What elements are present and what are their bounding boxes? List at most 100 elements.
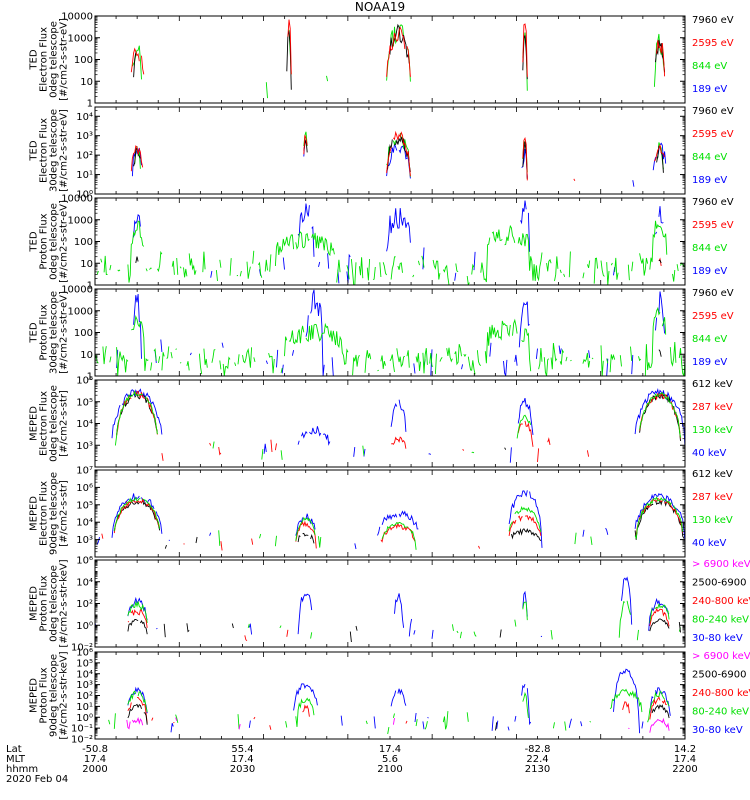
legend-entry: 30-80 keV xyxy=(692,633,743,644)
y-tick-label: 10² xyxy=(76,599,93,610)
legend-entry: 240-800 keV xyxy=(692,596,750,607)
y-tick-label: 10⁴ xyxy=(76,419,93,430)
legend-entry: 2500-6900 xyxy=(692,670,747,681)
legend-entry: 844 eV xyxy=(692,243,727,254)
series-green xyxy=(96,220,685,285)
y-tick-label: 10⁰ xyxy=(76,713,93,724)
legend-entry: 2500-6900 xyxy=(692,578,747,589)
series-black xyxy=(113,499,685,549)
plot-frame xyxy=(94,15,686,104)
footer-label-lat: Lat xyxy=(6,744,22,755)
footer-time: 2130 xyxy=(525,764,550,775)
legend-entry: 844 eV xyxy=(692,152,727,163)
footer-mlt: 5.6 xyxy=(382,754,398,765)
y-tick-label: 10⁻² xyxy=(71,643,93,654)
legend-entry: 612 keV xyxy=(692,379,733,390)
y-axis-label: TEDElectron Flux0deg telescope[#/cm2-s-s… xyxy=(29,18,70,101)
footer-lat: -82.8 xyxy=(525,744,551,755)
legend-entry: 189 eV xyxy=(692,357,727,368)
panel-5: 10³ 10⁴ 10⁵ 10⁶ MEPEDElectron Flux0deg teles… xyxy=(29,376,733,468)
y-axis-label: MEPEDProton Flux90deg telescope[#/cm2-s-… xyxy=(29,651,70,739)
legend-entry: 189 eV xyxy=(692,266,727,277)
series-blue xyxy=(95,578,681,639)
plot-frame xyxy=(94,197,686,286)
y-tick-label: 10⁴ xyxy=(76,518,93,529)
figure-title: NOAA19 xyxy=(355,0,405,14)
y-tick-label: 10⁶ xyxy=(76,556,93,567)
y-tick-label: 10 xyxy=(80,350,93,361)
y-tick-label: 10³ xyxy=(76,680,93,691)
series-magenta xyxy=(127,718,680,733)
y-tick-label: 10 xyxy=(80,77,93,88)
y-tick-label: 1000 xyxy=(68,33,93,44)
legend-entry: 2595 eV xyxy=(692,311,734,322)
legend-entry: > 6900 keV xyxy=(692,559,750,570)
series-black xyxy=(117,393,684,458)
y-tick-label: 10⁴ xyxy=(76,577,93,588)
y-tick-label: 10⁵ xyxy=(76,500,93,511)
footer-lat: 55.4 xyxy=(231,744,253,755)
y-axis-label: TEDElectron Flux30deg telescope[#/cm2-s-… xyxy=(29,109,70,192)
panel-6: 10³ 10⁴ 10⁵ 10⁶ 10⁷ MEPEDElectron Flux90deg t… xyxy=(29,466,733,558)
y-axis-label: TEDProton Flux0deg telescope[#/cm2-s-str… xyxy=(29,200,70,283)
legend-entry: 40 keV xyxy=(692,538,726,549)
y-tick-label: 10³ xyxy=(76,131,93,142)
legend-entry: 130 keV xyxy=(692,515,733,526)
y-tick-label: 10⁷ xyxy=(76,466,93,477)
y-tick-label: 10⁵ xyxy=(76,397,93,408)
legend-entry: 40 keV xyxy=(692,448,726,459)
y-axis-label: MEPEDProton Flux0deg telescope[#/cm2-s-s… xyxy=(29,559,70,647)
y-tick-label: 1000 xyxy=(68,306,93,317)
y-tick-label: 10¹ xyxy=(76,702,93,713)
series-green xyxy=(95,306,685,376)
series-blue xyxy=(131,140,667,187)
series-black xyxy=(127,618,681,643)
series-black xyxy=(128,704,685,730)
y-tick-label: 10000 xyxy=(61,194,93,205)
series-green xyxy=(127,600,681,641)
y-tick-label: 10³ xyxy=(76,535,93,546)
series-green xyxy=(132,25,680,98)
y-tick-label: 10⁴ xyxy=(76,669,93,680)
footer-mlt: 22.4 xyxy=(526,754,548,765)
series-black xyxy=(658,349,662,357)
y-tick-label: 10² xyxy=(76,691,93,702)
legend-entry: 7960 eV xyxy=(692,197,734,208)
legend-entry: 7960 eV xyxy=(692,288,734,299)
y-tick-label: 10¹ xyxy=(76,170,93,181)
y-tick-label: 10⁰ xyxy=(76,190,93,201)
footer-mlt: 17.4 xyxy=(84,754,106,765)
y-tick-label: 10⁻¹ xyxy=(71,724,93,735)
legend-entry: 2595 eV xyxy=(692,38,734,49)
y-tick-label: 1 xyxy=(87,372,93,383)
y-tick-label: 10⁰ xyxy=(76,621,93,632)
y-tick-label: 100 xyxy=(74,237,93,248)
legend-entry: 189 eV xyxy=(692,84,727,95)
series-red xyxy=(117,391,685,462)
legend-entry: 2595 eV xyxy=(692,129,734,140)
legend-entry: 844 eV xyxy=(692,61,727,72)
legend-entry: 189 eV xyxy=(692,175,727,186)
footer-time: 2200 xyxy=(672,764,697,775)
footer-label-mlt: MLT xyxy=(6,754,26,765)
series-red xyxy=(130,130,666,182)
footer: Lat MLT hhmm 2020 Feb 04 -50.817.4200055… xyxy=(6,744,698,785)
footer-time: 2030 xyxy=(230,764,255,775)
y-tick-label: 10⁴ xyxy=(76,112,93,123)
y-tick-label: 1000 xyxy=(68,215,93,226)
legend-entry: 80-240 keV xyxy=(692,707,749,718)
footer-lat: 17.4 xyxy=(379,744,401,755)
y-tick-label: 10³ xyxy=(76,441,93,452)
y-tick-label: 10⁶ xyxy=(76,648,93,659)
legend-entry: 80-240 keV xyxy=(692,615,749,626)
plot-frame xyxy=(94,651,686,740)
series-black xyxy=(133,23,666,90)
series-blue xyxy=(111,387,685,463)
y-tick-label: 10⁻² xyxy=(71,735,93,746)
panel-2: 10⁰ 10¹ 10² 10³ 10⁴ TEDElectron Flux30deg tel… xyxy=(29,106,734,201)
y-tick-label: 10 xyxy=(80,259,93,270)
